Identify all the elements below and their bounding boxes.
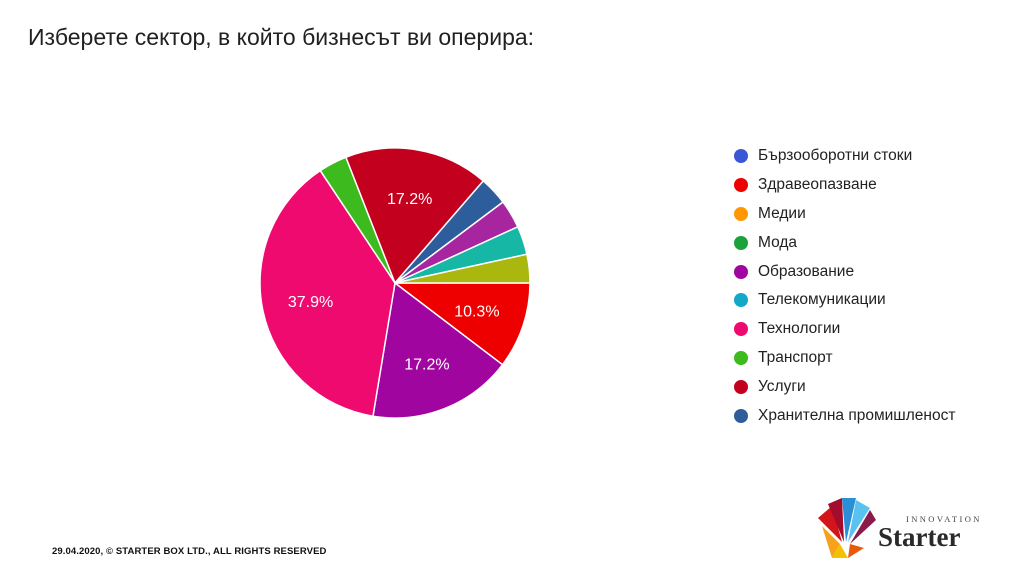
legend-item: Мода [734,228,955,257]
pie-slice-label-4: 17.2% [404,356,449,373]
legend-label: Хранителна промишленост [758,406,956,424]
pie-slice-label-6: 37.9% [288,294,333,311]
starter-logo-icon [818,498,876,558]
legend-label: Бързооборотни стоки [758,147,913,165]
legend-swatch [734,178,748,193]
pie-slice-6 [259,169,396,418]
logo-subtitle: INNOVATION [906,514,982,524]
legend-swatch [734,206,748,221]
legend-item: Медии [734,200,955,229]
pie-slice-label-1: 10.3% [454,304,499,321]
pie-slice-8 [344,147,485,285]
legend-swatch [734,408,748,423]
legend-item: Телекомуникации [734,286,955,315]
legend-item: Транспорт [734,344,955,373]
legend-swatch [734,379,748,394]
legend-label: Образование [758,262,855,280]
chart-title: Изберете сектор, в който бизнесът ви опе… [28,24,535,50]
pie-slice-12 [394,253,531,284]
legend-swatch [734,322,748,337]
legend-label: Здравеопазване [758,176,877,194]
legend-item: Здравеопазване [734,171,955,200]
pie-slice-4 [372,281,504,419]
legend-label: Телекомуникации [758,291,886,309]
legend-swatch [734,264,748,279]
pie-slice-label-8: 17.2% [387,191,432,208]
legend-item: Бързооборотни стоки [734,142,955,171]
legend-swatch [734,293,748,308]
legend-swatch [734,235,748,250]
legend-item: Образование [734,257,955,286]
legend-item: Хранителна промишленост [734,401,955,430]
legend-label: Транспорт [758,348,833,366]
legend-label: Услуги [758,377,806,395]
logo-wordmark: Starter [878,522,961,552]
legend-swatch [734,149,748,164]
legend-item: Технологии [734,315,955,344]
chart-legend: Бързооборотни стоки Здравеопазване Медии Мо… [734,142,955,430]
pie-slice-1 [392,282,531,366]
legend-label: Медии [758,204,806,222]
legend-label: Технологии [758,320,841,338]
legend-swatch [734,350,748,365]
legend-item: Услуги [734,372,955,401]
legend-label: Мода [758,233,798,251]
footer-copyright: 29.04.2020, © STARTER BOX LTD., ALL RIGH… [52,546,327,557]
